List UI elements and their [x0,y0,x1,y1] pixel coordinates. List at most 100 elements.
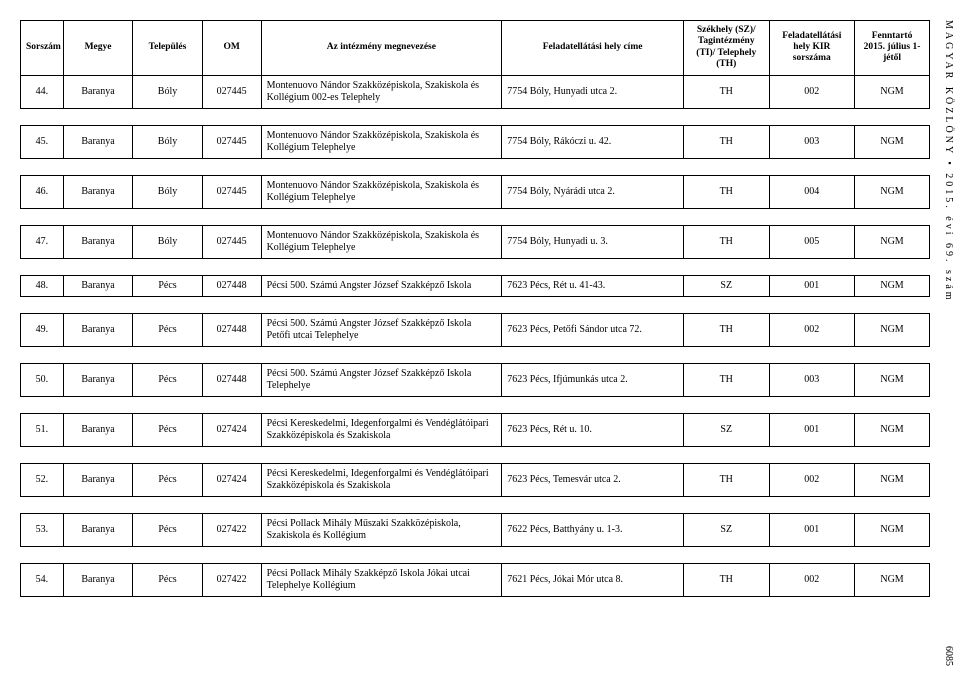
cell-cim: 7623 Pécs, Temesvár utca 2. [502,463,684,496]
th-sorszam: Sorszám [21,21,64,76]
cell-sorszam: 50. [21,363,64,396]
cell-szekhely: SZ [683,413,769,446]
cell-telepules: Bóly [133,75,203,108]
cell-megye: Baranya [63,413,133,446]
row-spacer [21,208,930,225]
cell-telepules: Bóly [133,175,203,208]
cell-szekhely: TH [683,75,769,108]
cell-kir: 003 [769,363,855,396]
cell-telepules: Pécs [133,275,203,296]
row-spacer [21,396,930,413]
cell-kir: 001 [769,513,855,546]
cell-szekhely: TH [683,175,769,208]
cell-intezmeny: Pécsi 500. Számú Angster József Szakképz… [261,363,502,396]
cell-sorszam: 45. [21,125,64,158]
cell-intezmeny: Montenuovo Nándor Szakközépiskola, Szaki… [261,75,502,108]
table-row: 54.BaranyaPécs027422Pécsi Pollack Mihály… [21,563,930,596]
cell-cim: 7621 Pécs, Jókai Mór utca 8. [502,563,684,596]
table-row: 51.BaranyaPécs027424Pécsi Kereskedelmi, … [21,413,930,446]
cell-kir: 005 [769,225,855,258]
cell-om: 027445 [202,75,261,108]
cell-intezmeny: Pécsi Kereskedelmi, Idegenforgalmi és Ve… [261,463,502,496]
cell-telepules: Pécs [133,513,203,546]
cell-fenntarto: NGM [855,563,930,596]
spacer-cell [21,346,930,363]
cell-szekhely: TH [683,125,769,158]
table-row: 45.BaranyaBóly027445Montenuovo Nándor Sz… [21,125,930,158]
cell-cim: 7623 Pécs, Rét u. 10. [502,413,684,446]
spacer-cell [21,546,930,563]
cell-kir: 004 [769,175,855,208]
cell-szekhely: TH [683,363,769,396]
table-row: 47.BaranyaBóly027445Montenuovo Nándor Sz… [21,225,930,258]
cell-kir: 003 [769,125,855,158]
cell-sorszam: 51. [21,413,64,446]
cell-szekhely: TH [683,313,769,346]
side-publication-text: MAGYAR KÖZLÖNY • 2015. évi 69. szám [943,20,954,303]
table-row: 53.BaranyaPécs027422Pécsi Pollack Mihály… [21,513,930,546]
row-spacer [21,108,930,125]
cell-megye: Baranya [63,463,133,496]
cell-telepules: Pécs [133,313,203,346]
cell-szekhely: SZ [683,275,769,296]
cell-szekhely: SZ [683,513,769,546]
cell-fenntarto: NGM [855,75,930,108]
cell-kir: 002 [769,75,855,108]
cell-fenntarto: NGM [855,463,930,496]
cell-intezmeny: Montenuovo Nándor Szakközépiskola, Szaki… [261,175,502,208]
cell-om: 027445 [202,225,261,258]
th-fenntarto: Fenntartó 2015. július 1-jétől [855,21,930,76]
th-telepules: Település [133,21,203,76]
table-row: 49.BaranyaPécs027448Pécsi 500. Számú Ang… [21,313,930,346]
cell-cim: 7623 Pécs, Rét u. 41-43. [502,275,684,296]
cell-intezmeny: Pécsi 500. Számú Angster József Szakképz… [261,275,502,296]
cell-megye: Baranya [63,175,133,208]
page-number: 6085 [943,646,954,666]
cell-telepules: Bóly [133,125,203,158]
cell-megye: Baranya [63,313,133,346]
cell-sorszam: 53. [21,513,64,546]
cell-megye: Baranya [63,363,133,396]
spacer-cell [21,208,930,225]
data-table: Sorszám Megye Település OM Az intézmény … [20,20,930,597]
cell-megye: Baranya [63,75,133,108]
cell-kir: 002 [769,463,855,496]
table-row: 44.BaranyaBóly027445Montenuovo Nándor Sz… [21,75,930,108]
cell-sorszam: 47. [21,225,64,258]
cell-telepules: Pécs [133,413,203,446]
cell-szekhely: TH [683,463,769,496]
cell-kir: 001 [769,275,855,296]
cell-fenntarto: NGM [855,363,930,396]
th-om: OM [202,21,261,76]
table-row: 52.BaranyaPécs027424Pécsi Kereskedelmi, … [21,463,930,496]
cell-om: 027422 [202,563,261,596]
cell-om: 027448 [202,275,261,296]
cell-fenntarto: NGM [855,125,930,158]
row-spacer [21,546,930,563]
cell-om: 027424 [202,413,261,446]
cell-intezmeny: Montenuovo Nándor Szakközépiskola, Szaki… [261,125,502,158]
cell-megye: Baranya [63,563,133,596]
spacer-cell [21,446,930,463]
cell-szekhely: TH [683,225,769,258]
spacer-cell [21,296,930,313]
cell-cim: 7754 Bóly, Nyárádi utca 2. [502,175,684,208]
cell-cim: 7754 Bóly, Hunyadi utca 2. [502,75,684,108]
spacer-cell [21,396,930,413]
cell-intezmeny: Montenuovo Nándor Szakközépiskola, Szaki… [261,225,502,258]
cell-sorszam: 44. [21,75,64,108]
cell-cim: 7623 Pécs, Ifjúmunkás utca 2. [502,363,684,396]
th-cim: Feladatellátási hely címe [502,21,684,76]
table-header: Sorszám Megye Település OM Az intézmény … [21,21,930,76]
cell-telepules: Pécs [133,463,203,496]
cell-intezmeny: Pécsi 500. Számú Angster József Szakképz… [261,313,502,346]
table-row: 48.BaranyaPécs027448Pécsi 500. Számú Ang… [21,275,930,296]
cell-om: 027424 [202,463,261,496]
cell-sorszam: 48. [21,275,64,296]
cell-om: 027448 [202,363,261,396]
cell-telepules: Bóly [133,225,203,258]
cell-megye: Baranya [63,225,133,258]
row-spacer [21,158,930,175]
cell-intezmeny: Pécsi Pollack Mihály Műszaki Szakközépis… [261,513,502,546]
cell-sorszam: 54. [21,563,64,596]
